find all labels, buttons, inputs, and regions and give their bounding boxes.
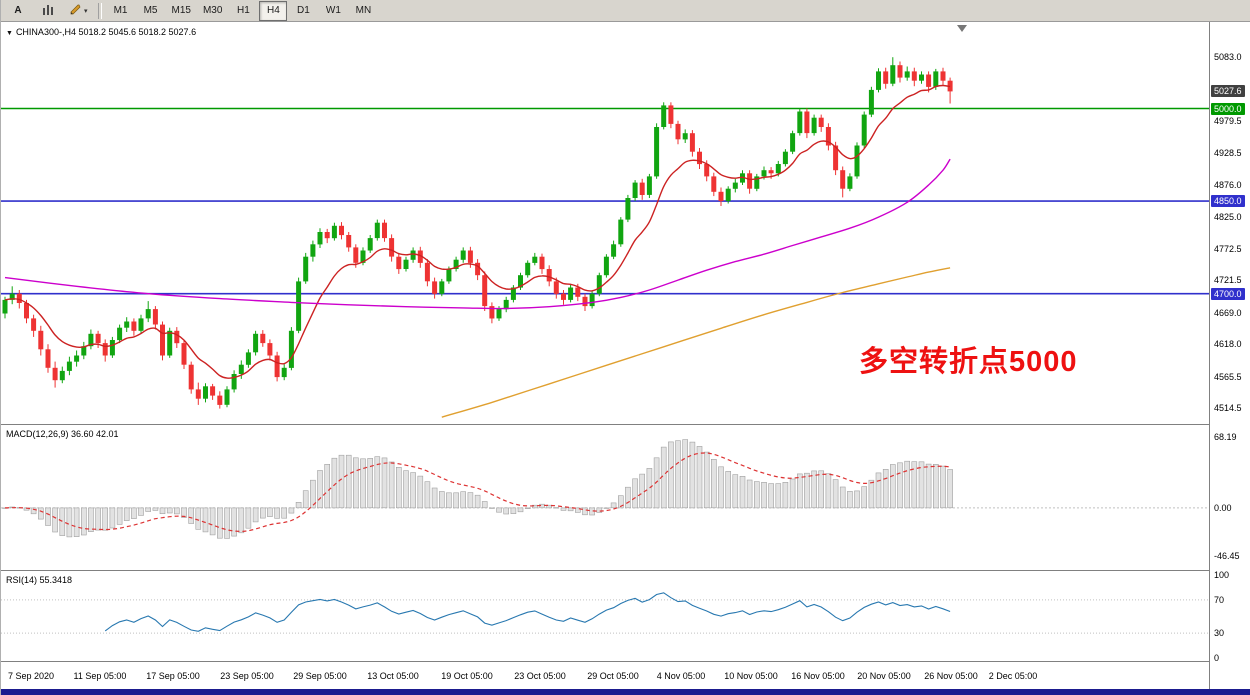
fast-ma-line: [4, 84, 951, 379]
rsi-label: RSI(14) 55.3418: [6, 575, 73, 585]
price-tick: 4514.5: [1214, 403, 1242, 414]
price-tick: 4669.0: [1214, 307, 1242, 318]
panel-divider: [1, 661, 1250, 662]
current-price-badge: 5027.6: [1211, 85, 1245, 98]
date-tick: 4 Nov 05:00: [656, 671, 706, 681]
macd-tick: 68.19: [1214, 432, 1237, 443]
price-tick: 4772.5: [1214, 243, 1242, 254]
macd-tick: -46.45: [1214, 551, 1240, 561]
crayon-icon: [69, 3, 82, 19]
candlestick-chart[interactable]: [1, 22, 1209, 424]
price-tick: 4565.5: [1214, 371, 1242, 382]
price-tick: 5083.0: [1214, 52, 1242, 63]
rsi-tick: 70: [1214, 594, 1225, 605]
toolbar: A ▾ M1 M5 M15 M30 H1 H4 D1 W1 MN: [1, 0, 1250, 22]
macd-tick: 0.00: [1214, 502, 1232, 513]
macd-signal-line: [4, 452, 951, 533]
timeframe-m30-button[interactable]: M30: [202, 5, 223, 16]
chart-style-button[interactable]: [34, 1, 62, 21]
symbol-dropdown-icon[interactable]: ▼: [6, 30, 13, 37]
timeframe-m1-button[interactable]: M1: [113, 5, 128, 16]
date-tick: 11 Sep 05:00: [73, 671, 127, 681]
date-tick: 2 Dec 05:00: [988, 671, 1038, 681]
price-tick: 4825.0: [1214, 211, 1242, 222]
timeframe-m5-button[interactable]: M5: [143, 5, 158, 16]
macd-label: MACD(12,26,9) 36.60 42.01: [6, 429, 119, 439]
date-tick: 23 Sep 05:00: [220, 671, 274, 681]
date-tick: 10 Nov 05:00: [724, 671, 778, 681]
bar-chart-icon: [42, 3, 55, 19]
timeframe-d1-button[interactable]: D1: [297, 5, 310, 16]
price-axis[interactable]: 5083.0 4979.5 4928.5 4876.0 4825.0 4772.5 4721…: [1210, 22, 1250, 689]
date-tick: 26 Nov 05:00: [924, 671, 978, 681]
main-chart-panel[interactable]: ▼ CHINA300-,H4 5018.2 5045.6 5018.2 5027.…: [1, 22, 1209, 424]
toolbar-separator: [97, 2, 102, 19]
rsi-tick: 30: [1214, 628, 1225, 639]
chart-text-annotation[interactable]: 多空转折点5000: [859, 346, 1078, 378]
date-tick: 7 Sep 2020: [7, 671, 55, 681]
price-tick: 4618.0: [1214, 339, 1242, 350]
rsi-line: [104, 592, 951, 632]
macd-chart[interactable]: [1, 425, 1209, 570]
rsi-panel[interactable]: RSI(14) 55.3418: [1, 571, 1209, 661]
time-axis[interactable]: 7 Sep 2020 11 Sep 05:00 17 Sep 05:00 23 Sep…: [1, 662, 1209, 689]
chart-area: ▼ CHINA300-,H4 5018.2 5045.6 5018.2 5027.…: [1, 22, 1250, 689]
panel-divider[interactable]: [1, 570, 1250, 571]
date-tick: 19 Oct 05:00: [441, 671, 493, 681]
hline-badge: 4850.0: [1211, 195, 1245, 208]
date-tick: 16 Nov 05:00: [791, 671, 845, 681]
price-axis-border: [1209, 22, 1210, 689]
price-tick: 4928.5: [1214, 147, 1242, 158]
timeframe-m15-button[interactable]: M15: [171, 5, 191, 16]
chart-header: ▼ CHINA300-,H4 5018.2 5045.6 5018.2 5027.…: [6, 27, 196, 37]
rsi-chart[interactable]: [1, 571, 1209, 661]
timeframe-mn-button[interactable]: MN: [355, 5, 372, 16]
price-tick: 4721.5: [1214, 275, 1242, 286]
medium-ma-line: [4, 158, 951, 310]
timeframe-w1-button[interactable]: W1: [325, 5, 341, 16]
rsi-tick: 100: [1214, 570, 1230, 580]
timeframe-h4-button[interactable]: H4: [259, 0, 288, 21]
hline-badge: 4700.0: [1211, 287, 1245, 300]
date-tick: 13 Oct 05:00: [367, 671, 419, 681]
rsi-tick: 0: [1214, 653, 1220, 663]
panel-divider[interactable]: [1, 424, 1250, 425]
slow-ma-line: [441, 267, 951, 418]
palette-button[interactable]: ▾: [64, 1, 93, 21]
hline-badge: 5000.0: [1211, 102, 1245, 115]
date-tick: 17 Sep 05:00: [146, 671, 200, 681]
date-tick: 23 Oct 05:00: [514, 671, 566, 681]
date-tick: 29 Oct 05:00: [587, 671, 639, 681]
price-tick: 4979.5: [1214, 116, 1242, 127]
symbol-ohlc-text: CHINA300-,H4 5018.2 5045.6 5018.2 5027.6: [15, 27, 197, 37]
date-tick: 29 Sep 05:00: [293, 671, 347, 681]
date-tick: 20 Nov 05:00: [857, 671, 911, 681]
annotate-text-button[interactable]: A: [14, 5, 22, 16]
timeframe-h1-button[interactable]: H1: [237, 5, 250, 16]
chart-shift-marker: [957, 25, 967, 32]
chevron-down-icon: ▾: [84, 7, 88, 15]
window-bottom-edge: [1, 689, 1250, 695]
timeframe-toolbar: M1 M5 M15 M30 H1 H4 D1 W1 MN: [106, 0, 379, 21]
macd-panel[interactable]: MACD(12,26,9) 36.60 42.01: [1, 425, 1209, 570]
price-tick: 4876.0: [1214, 180, 1242, 190]
